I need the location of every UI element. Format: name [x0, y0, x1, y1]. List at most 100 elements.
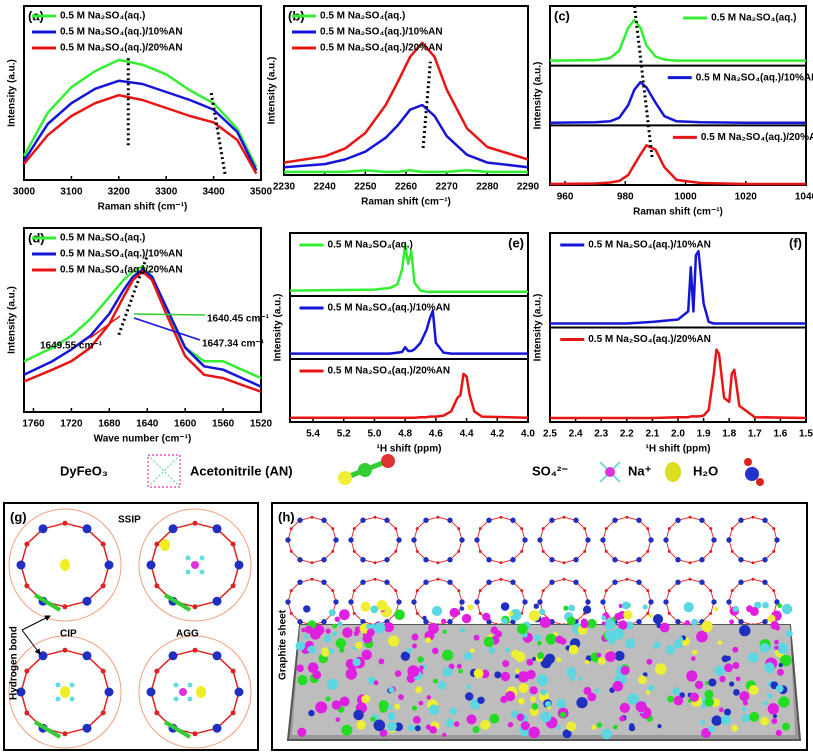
surface-atom: [518, 683, 529, 694]
surface-atom: [473, 634, 480, 641]
panel-label: (h): [278, 509, 295, 524]
atom: [510, 557, 516, 563]
surface-atom: [596, 652, 602, 658]
atom: [415, 527, 419, 531]
surface-atom: [667, 695, 675, 703]
atom: [625, 577, 629, 581]
surface-atom: [785, 630, 793, 638]
plot-frame: [23, 227, 262, 413]
surface-atom: [321, 647, 329, 655]
surface-atom: [394, 670, 402, 677]
atom: [667, 611, 671, 615]
atom: [699, 557, 705, 563]
surface-atom: [717, 640, 723, 645]
surface-atom: [646, 690, 651, 695]
arrow: [21, 615, 51, 631]
atom: [104, 560, 114, 570]
atom: [154, 668, 160, 674]
plot-frame: [289, 232, 529, 423]
x-tick-label: 2.5: [543, 429, 557, 440]
surface-atom: [583, 686, 592, 695]
x-tick-label: 2.3: [594, 429, 608, 440]
atom: [675, 619, 681, 625]
surface-atom: [777, 642, 789, 654]
atom: [331, 549, 335, 553]
atom: [762, 517, 768, 523]
atom: [730, 527, 734, 531]
surface-atom: [411, 633, 419, 641]
surface-atom: [312, 670, 322, 680]
atom: [457, 527, 461, 531]
surface-atom: [488, 647, 496, 654]
surface-atom: [328, 609, 336, 617]
x-tick-label: 5.4: [306, 429, 320, 440]
surface-atom: [540, 689, 547, 696]
atom: [738, 619, 744, 625]
surface-atom: [339, 647, 345, 653]
surface-atom: [413, 716, 421, 724]
surface-atom: [529, 686, 538, 695]
oxygen: [187, 696, 193, 702]
atom: [709, 527, 713, 531]
atom: [447, 579, 453, 585]
legend-label: 0.5 M Na₂SO₄(aq.)/20%AN: [328, 366, 451, 377]
atom: [436, 561, 440, 565]
surface-atom: [594, 688, 600, 694]
atom: [212, 596, 222, 606]
atom: [636, 619, 642, 625]
surface-atom: [328, 648, 335, 655]
atom: [321, 517, 327, 523]
atom: [604, 527, 608, 531]
atom: [751, 515, 755, 519]
atom: [600, 537, 606, 543]
atom: [168, 524, 178, 534]
surface-atom: [325, 696, 331, 702]
x-tick-label: 2290: [517, 182, 540, 193]
atom: [573, 517, 579, 523]
atom: [585, 599, 591, 605]
atom: [549, 579, 555, 585]
atom: [751, 577, 755, 581]
surface-atom: [762, 601, 769, 609]
legend-label: 0.5 M Na₂SO₄(aq.)/20%AN: [60, 43, 183, 54]
surface-atom: [747, 652, 759, 663]
surface-atom: [370, 605, 379, 614]
legend-label: 0.5 M Na₂SO₄(aq.)/20%AN: [701, 132, 813, 143]
surface-atom: [556, 698, 566, 709]
atom: [772, 527, 776, 531]
surface-atom: [335, 638, 346, 649]
atom: [62, 731, 68, 737]
series-line: [23, 265, 262, 380]
atom: [711, 537, 717, 543]
atom: [38, 651, 48, 661]
surface-atom: [619, 715, 626, 722]
oxygen: [199, 569, 205, 575]
surface-atom: [614, 650, 625, 661]
surface-atom: [304, 625, 313, 634]
x-tick-label: 4.2: [490, 429, 504, 440]
surface-atom: [432, 647, 439, 655]
atom: [310, 577, 314, 581]
surface-atom: [620, 665, 630, 675]
atom: [230, 583, 236, 589]
surface-atom: [775, 729, 782, 737]
surface-atom: [408, 724, 415, 732]
surface-atom: [566, 721, 577, 732]
atom: [411, 599, 417, 605]
atom: [648, 599, 654, 605]
surface-atom: [652, 614, 664, 625]
acetonitrile: [33, 720, 62, 739]
surface-atom: [537, 652, 544, 659]
atom: [394, 589, 398, 593]
surface-atom: [539, 608, 546, 615]
atom: [709, 611, 713, 615]
atom: [146, 687, 156, 697]
atom: [625, 515, 629, 519]
atom: [38, 524, 48, 534]
x-tick-label: 1640: [136, 419, 159, 430]
oxygen: [185, 555, 191, 561]
surface-atom: [453, 721, 460, 727]
x-tick-label: 1.9: [697, 429, 711, 440]
surface-atom: [605, 651, 616, 662]
x-tick-label: 1.7: [748, 429, 762, 440]
